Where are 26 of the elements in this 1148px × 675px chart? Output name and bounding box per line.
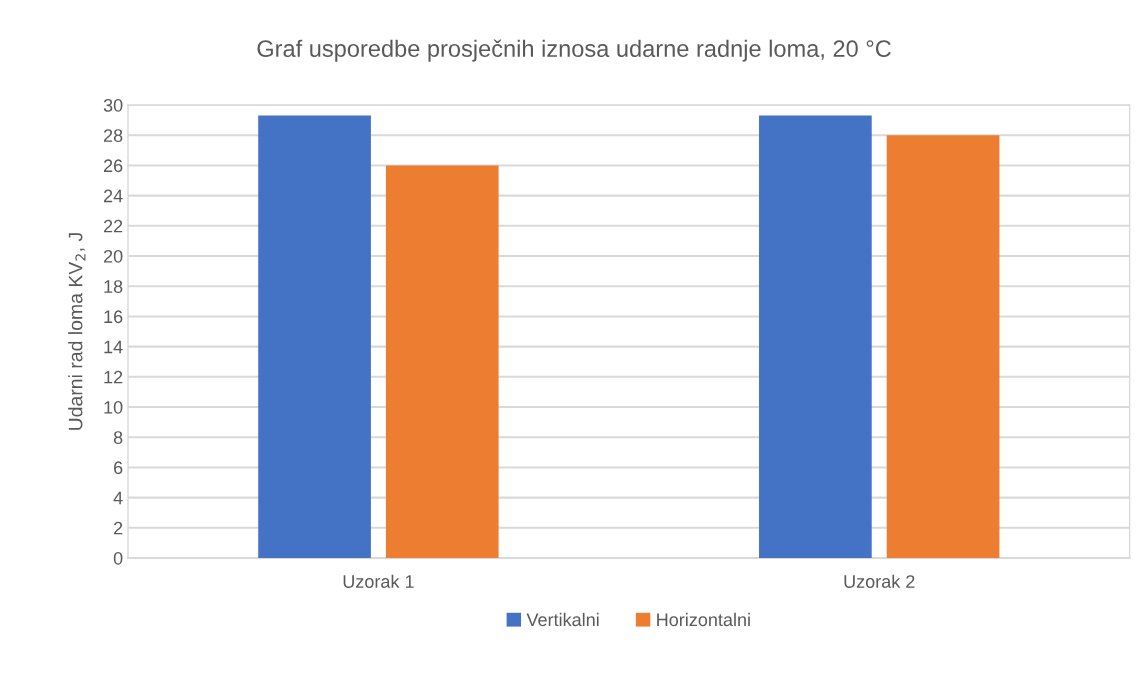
- y-tick-label: 30: [103, 98, 123, 112]
- y-tick-label: 12: [104, 370, 123, 384]
- y-tick-label: 22: [103, 219, 123, 233]
- bar: [759, 115, 872, 559]
- y-tick-label: 20: [103, 249, 123, 263]
- bar: [886, 135, 1000, 559]
- chart-title: Graf usporedbe prosječnih iznosa udarne radnje loma, 20 °C: [257, 39, 891, 62]
- y-tick-label: 4: [113, 491, 123, 505]
- y-tick-label: 16: [104, 310, 123, 324]
- x-tick-label: Uzorak 2: [844, 574, 915, 588]
- bar: [385, 165, 499, 559]
- y-tick-label: 14: [104, 340, 123, 354]
- y-tick-label: 24: [103, 189, 123, 203]
- y-tick-label: 26: [103, 159, 123, 173]
- y-tick-label: 2: [114, 521, 123, 535]
- legend-label: Vertikalni: [526, 612, 599, 627]
- legend-label: Horizontalni: [657, 612, 750, 627]
- y-tick-label: 6: [114, 461, 123, 475]
- x-tick-label: Uzorak 1: [343, 574, 414, 588]
- y-tick-label: 28: [103, 129, 123, 142]
- y-tick-label: 18: [104, 280, 123, 293]
- y-tick-label: 10: [104, 400, 123, 414]
- y-tick-label: 0: [113, 551, 123, 565]
- y-tick-label: 8: [113, 431, 123, 444]
- bar: [258, 115, 371, 559]
- y-axis-title: Udarni rad loma KV$_{2}$, J: [68, 233, 86, 430]
